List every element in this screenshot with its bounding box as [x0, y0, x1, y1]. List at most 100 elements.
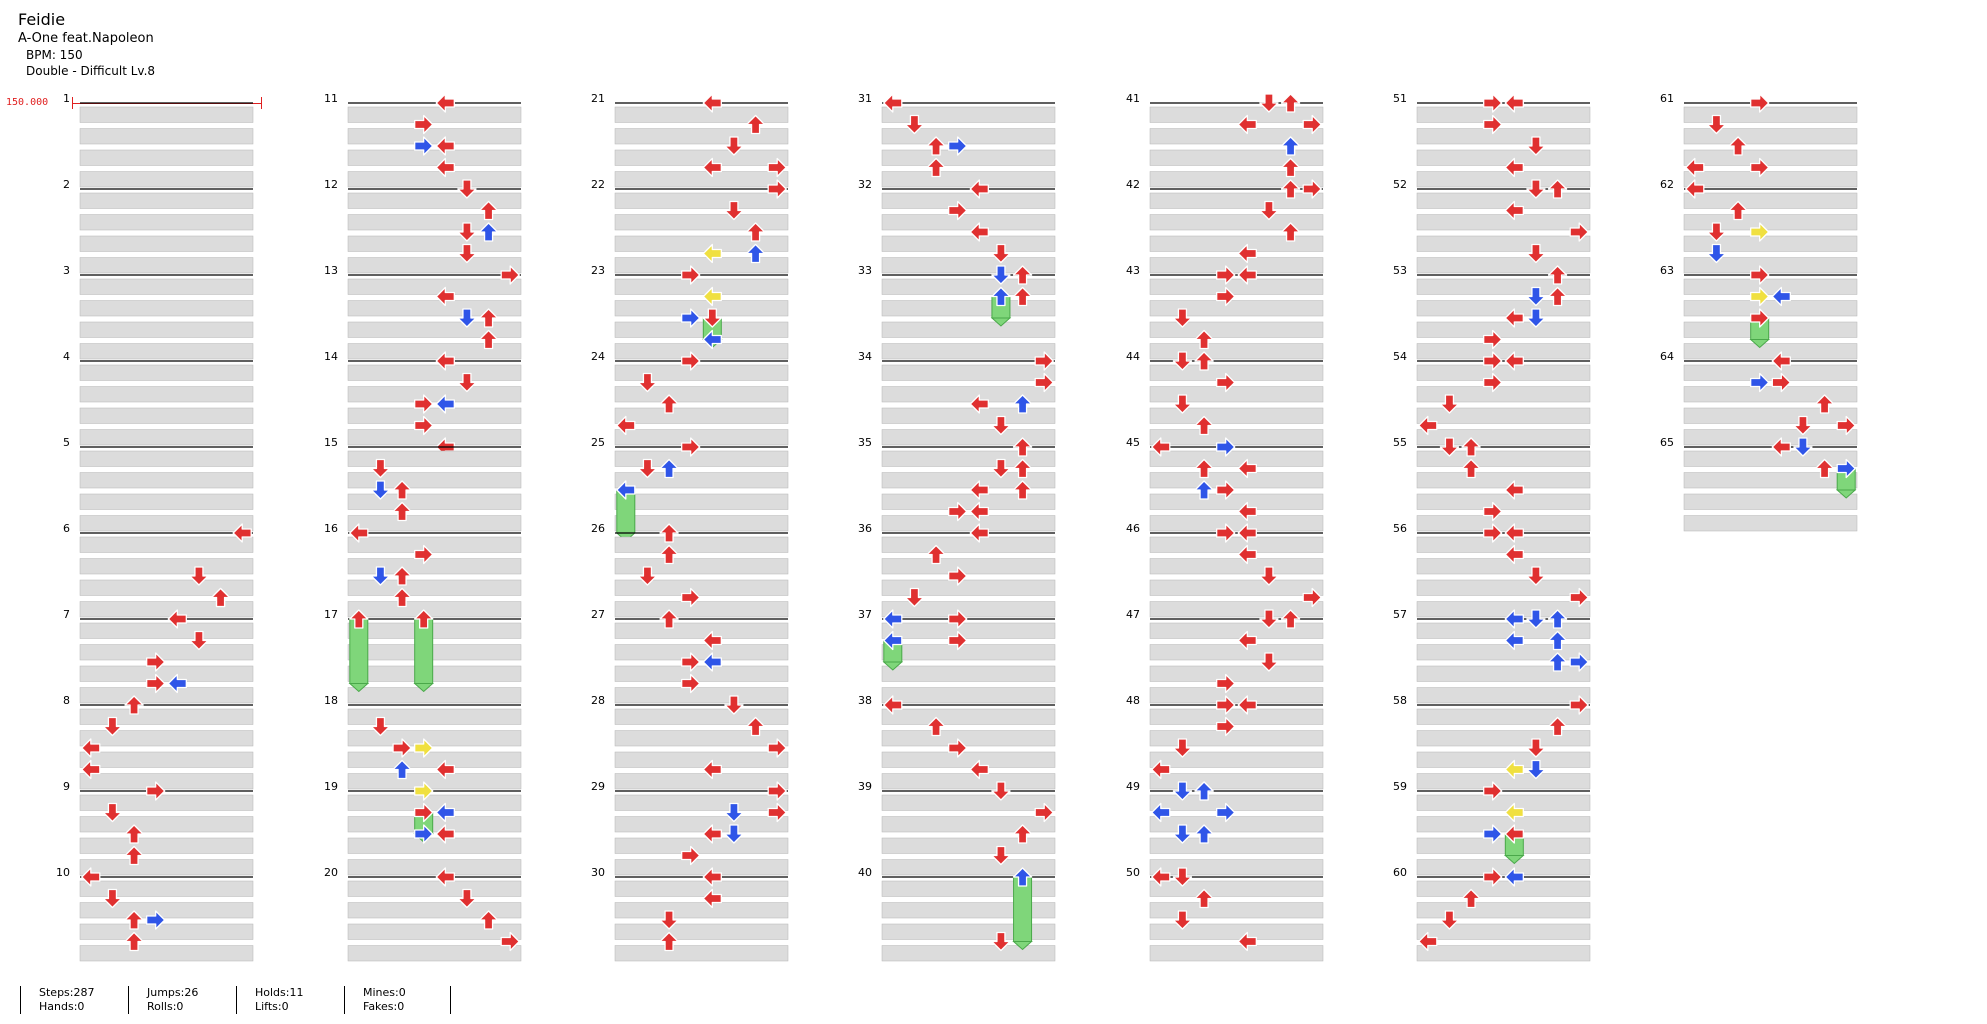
beat-stripe — [614, 235, 789, 252]
step-arrow-icon — [724, 200, 744, 221]
beat-stripe — [79, 687, 254, 704]
step-arrow-icon — [926, 544, 946, 565]
step-arrow-icon — [478, 308, 499, 328]
step-arrow-icon — [1569, 695, 1589, 715]
step-arrow-icon — [1504, 544, 1524, 565]
step-arrow-icon — [991, 286, 1011, 307]
beat-stripe — [614, 644, 789, 661]
beat-stripe — [1149, 579, 1324, 596]
beat-stripe — [614, 278, 789, 295]
beat-stripe — [1149, 880, 1324, 897]
step-arrow-icon — [1793, 437, 1813, 457]
beat-stripe — [347, 343, 522, 360]
step-arrow-icon — [991, 458, 1011, 479]
beat-stripe — [1149, 902, 1324, 919]
step-arrow-icon — [1461, 458, 1481, 479]
step-arrow-icon — [1793, 415, 1813, 436]
step-arrow-icon — [1216, 523, 1236, 543]
beat-stripe — [347, 278, 522, 295]
step-arrow-icon — [146, 673, 166, 694]
measure-number: 2 — [63, 178, 70, 191]
step-arrow-icon — [457, 243, 477, 264]
beat-stripe — [1149, 751, 1324, 768]
beat-stripe — [881, 794, 1056, 811]
step-arrow-icon — [616, 415, 636, 436]
measure-number: 56 — [1393, 522, 1407, 535]
beat-stripe — [881, 601, 1056, 618]
beat-stripe — [614, 902, 789, 919]
step-arrow-icon — [1216, 673, 1236, 694]
beat-stripe — [347, 536, 522, 553]
beat-stripe — [1416, 407, 1591, 424]
beat-stripe — [347, 515, 522, 532]
beat-stripe — [79, 751, 254, 768]
stat-col-3: Holds:11 Lifts:0 — [236, 986, 303, 1014]
step-arrow-icon — [124, 824, 144, 844]
step-arrow-icon — [435, 351, 455, 371]
step-arrow-icon — [1569, 652, 1589, 672]
step-arrow-icon — [1483, 523, 1503, 543]
beat-stripe — [79, 407, 254, 424]
beat-stripe — [79, 364, 254, 381]
beat-stripe — [614, 945, 789, 962]
beat-stripe — [79, 880, 254, 897]
beat-stripe — [347, 859, 522, 876]
step-arrow-icon — [969, 179, 989, 199]
measure-number: 46 — [1126, 522, 1140, 535]
step-arrow-icon — [1216, 695, 1236, 715]
step-arrow-icon — [1483, 372, 1503, 393]
beat-stripe — [1416, 665, 1591, 682]
step-arrow-icon — [349, 523, 369, 543]
beat-stripe — [79, 730, 254, 747]
step-arrow-icon — [1685, 179, 1705, 199]
step-arrow-icon — [189, 630, 209, 651]
beat-stripe — [614, 300, 789, 317]
step-arrow-icon — [392, 738, 412, 758]
step-arrow-icon — [969, 222, 989, 242]
beat-stripe — [881, 171, 1056, 188]
beat-stripe — [614, 214, 789, 231]
beat-stripe — [1416, 601, 1591, 618]
beat-stripe — [1683, 515, 1858, 532]
step-arrow-icon — [1504, 93, 1524, 113]
beat-stripe — [614, 515, 789, 532]
step-arrow-icon — [1237, 695, 1257, 715]
beat-stripe — [881, 472, 1056, 489]
beat-stripe — [881, 730, 1056, 747]
step-arrow-icon — [1172, 394, 1193, 414]
hold-body — [414, 618, 434, 684]
beat-stripe — [1683, 493, 1858, 510]
step-arrow-icon — [702, 308, 722, 328]
beat-stripe — [79, 386, 254, 403]
step-arrow-icon — [926, 157, 946, 178]
step-arrow-icon — [457, 888, 477, 909]
step-arrow-icon — [146, 910, 166, 930]
step-arrow-icon — [1216, 372, 1236, 393]
step-arrow-icon — [1750, 286, 1770, 307]
hold-body — [1013, 876, 1033, 942]
beat-stripe — [881, 665, 1056, 682]
beat-stripe — [347, 214, 522, 231]
step-arrow-icon — [146, 781, 166, 801]
step-arrow-icon — [124, 931, 144, 952]
step-arrow-icon — [702, 157, 722, 178]
stat-col-2: Jumps:26 Rolls:0 — [128, 986, 198, 1014]
step-arrow-icon — [435, 802, 455, 823]
step-arrow-icon — [435, 93, 455, 113]
step-arrow-icon — [883, 695, 903, 715]
measure-number: 48 — [1126, 694, 1140, 707]
beat-stripe — [1416, 859, 1591, 876]
beat-stripe — [1149, 644, 1324, 661]
beat-stripe — [1416, 816, 1591, 833]
beat-stripe — [347, 558, 522, 575]
beat-stripe — [614, 128, 789, 145]
measure-number: 62 — [1660, 178, 1674, 191]
step-arrow-icon — [370, 458, 391, 479]
beat-stripe — [79, 622, 254, 639]
stat-fakes: Fakes:0 — [363, 1000, 405, 1013]
step-arrow-icon — [1685, 157, 1705, 178]
step-arrow-icon — [435, 136, 455, 156]
beat-stripe — [347, 644, 522, 661]
beat-stripe — [881, 751, 1056, 768]
step-arrow-icon — [1216, 480, 1236, 500]
